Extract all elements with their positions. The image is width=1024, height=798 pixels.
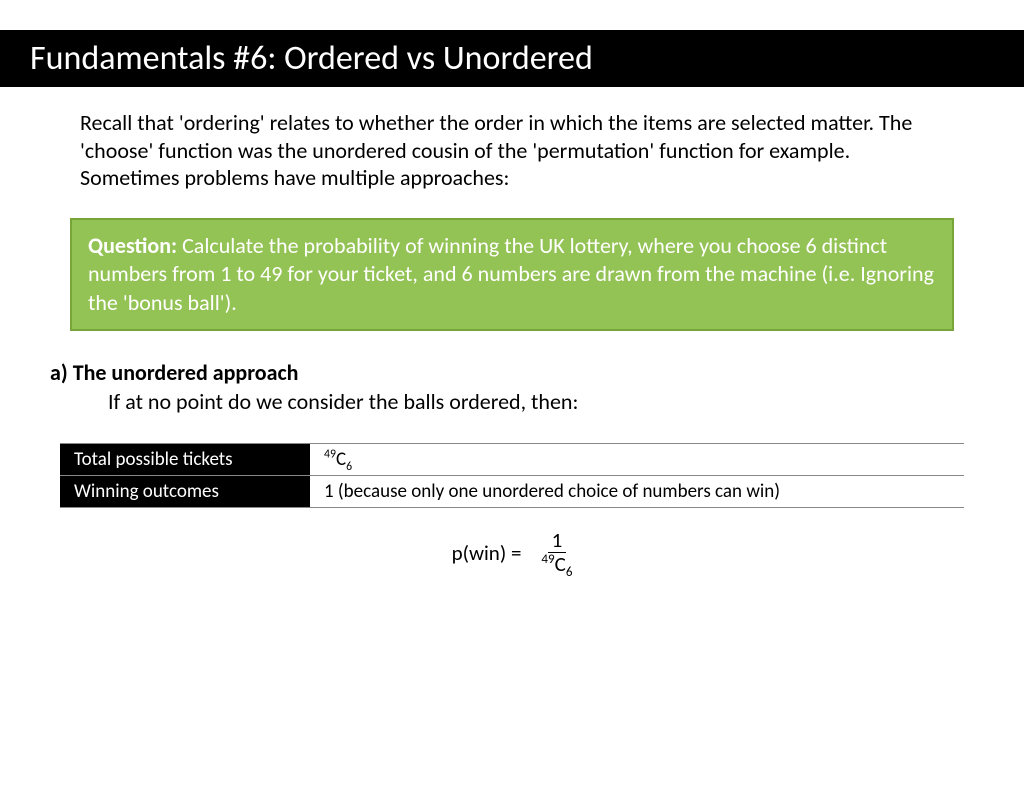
- approach-subtext: If at no point do we consider the balls …: [0, 386, 1024, 415]
- probability-formula: p(win) = 1 49C6: [0, 530, 1024, 575]
- question-box: Question: Calculate the probability of w…: [70, 218, 954, 332]
- table-row: Winning outcomes 1 (because only one uno…: [60, 476, 964, 508]
- slide-title-bar: Fundamentals #6: Ordered vs Unordered: [0, 30, 1024, 87]
- question-text: Calculate the probability of winning the…: [88, 232, 934, 316]
- fraction-denominator: 49C6: [541, 553, 572, 575]
- table-label: Total possible tickets: [60, 444, 310, 475]
- combination-notation: 49C6: [324, 448, 352, 471]
- table-label: Winning outcomes: [60, 476, 310, 507]
- approach-heading: a) The unordered approach: [0, 331, 1024, 386]
- fraction-numerator: 1: [548, 530, 567, 553]
- intro-text: Recall that 'ordering' relates to whethe…: [80, 109, 912, 191]
- slide-title: Fundamentals #6: Ordered vs Unordered: [30, 38, 593, 79]
- table-value: 49C6: [310, 444, 964, 475]
- table-value: 1 (because only one unordered choice of …: [310, 476, 964, 507]
- question-label: Question:: [88, 232, 177, 259]
- outcomes-table: Total possible tickets 49C6 Winning outc…: [60, 443, 964, 508]
- fraction: 1 49C6: [541, 530, 572, 575]
- intro-paragraph: Recall that 'ordering' relates to whethe…: [0, 87, 1024, 202]
- formula-lhs: p(win) =: [452, 540, 522, 566]
- table-row: Total possible tickets 49C6: [60, 443, 964, 476]
